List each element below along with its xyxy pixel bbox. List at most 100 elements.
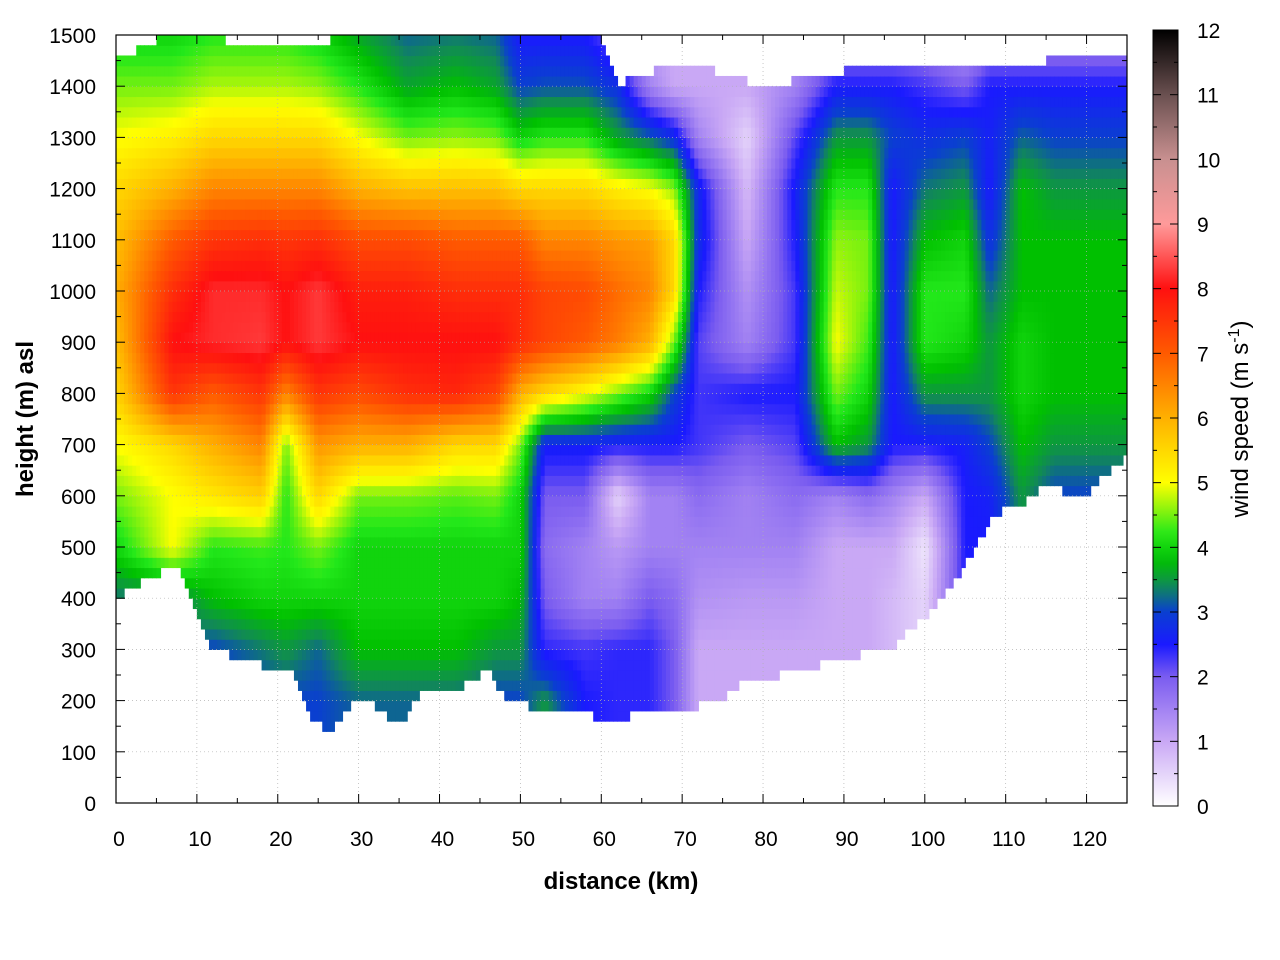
- heatmap-cell: [342, 250, 348, 261]
- heatmap-cell: [293, 516, 299, 528]
- heatmap-cell: [229, 301, 234, 313]
- heatmap-cell: [176, 219, 182, 231]
- heatmap-cell: [302, 536, 307, 548]
- heatmap-cell: [407, 352, 412, 364]
- heatmap-cell: [124, 280, 129, 292]
- heatmap-cell: [431, 383, 437, 394]
- heatmap-cell: [213, 55, 218, 67]
- heatmap-cell: [116, 526, 121, 538]
- heatmap-cell: [273, 178, 279, 190]
- heatmap-cell: [200, 65, 206, 77]
- heatmap-cell: [395, 372, 400, 384]
- heatmap-cell: [285, 557, 291, 569]
- heatmap-cell: [192, 55, 198, 67]
- heatmap-cell: [330, 342, 335, 354]
- heatmap-cell: [277, 321, 283, 333]
- heatmap-cell: [245, 547, 251, 558]
- heatmap-cell: [124, 311, 129, 323]
- heatmap-cell: [285, 506, 291, 517]
- heatmap-cell: [152, 116, 158, 128]
- heatmap-cell: [306, 506, 311, 517]
- heatmap-cell: [411, 35, 416, 46]
- heatmap-cell: [382, 75, 388, 87]
- heatmap-cell: [366, 106, 372, 118]
- heatmap-cell: [168, 362, 174, 374]
- heatmap-cell: [297, 229, 303, 241]
- heatmap-cell: [326, 649, 331, 661]
- heatmap-cell: [160, 372, 166, 384]
- heatmap-cell: [439, 526, 445, 538]
- heatmap-cell: [261, 352, 267, 364]
- heatmap-cell: [423, 618, 428, 630]
- heatmap-cell: [338, 127, 344, 138]
- heatmap-cell: [277, 598, 283, 610]
- heatmap-cell: [403, 567, 408, 579]
- heatmap-cell: [419, 137, 424, 149]
- heatmap-cell: [435, 393, 441, 405]
- heatmap-cell: [168, 157, 174, 169]
- heatmap-cell: [273, 106, 279, 118]
- heatmap-cell: [241, 506, 246, 517]
- heatmap-cell: [233, 628, 238, 640]
- heatmap-cell: [390, 506, 396, 517]
- heatmap-cell: [253, 311, 259, 323]
- heatmap-cell: [188, 65, 194, 77]
- heatmap-cell: [386, 454, 392, 466]
- heatmap-cell: [382, 700, 388, 712]
- heatmap-cell: [136, 168, 141, 179]
- heatmap-cell: [269, 547, 275, 558]
- heatmap-cell: [415, 209, 420, 220]
- heatmap-cell: [192, 454, 198, 466]
- heatmap-cell: [120, 516, 125, 528]
- heatmap-cell: [322, 434, 327, 446]
- heatmap-cell: [358, 55, 364, 67]
- heatmap-cell: [399, 157, 404, 169]
- heatmap-cell: [128, 96, 133, 108]
- heatmap-cell: [310, 526, 315, 538]
- heatmap-cell: [184, 434, 190, 446]
- heatmap-cell: [245, 301, 251, 313]
- heatmap-cell: [148, 301, 153, 313]
- heatmap-cell: [180, 383, 186, 394]
- heatmap-cell: [217, 403, 222, 415]
- heatmap-cell: [156, 137, 162, 149]
- heatmap-cell: [407, 475, 412, 487]
- heatmap-cell: [124, 137, 129, 149]
- heatmap-cell: [403, 506, 408, 517]
- heatmap-cell: [265, 659, 271, 671]
- heatmap-cell: [338, 86, 344, 98]
- heatmap-cell: [128, 342, 133, 354]
- heatmap-cell: [407, 639, 412, 650]
- heatmap-cell: [253, 239, 259, 251]
- heatmap-cell: [144, 239, 149, 251]
- heatmap-cell: [350, 96, 356, 108]
- heatmap-cell: [382, 229, 388, 241]
- heatmap-cell: [407, 260, 412, 272]
- heatmap-cell: [358, 506, 364, 517]
- heatmap-cell: [318, 403, 323, 415]
- heatmap-cell: [322, 454, 327, 466]
- heatmap-cell: [411, 75, 416, 87]
- heatmap-cell: [136, 250, 141, 261]
- heatmap-cell: [326, 198, 331, 210]
- heatmap-cell: [156, 413, 162, 425]
- heatmap-cell: [132, 547, 137, 558]
- heatmap-cell: [229, 229, 234, 241]
- heatmap-cell: [281, 393, 287, 405]
- heatmap-cell: [326, 577, 331, 589]
- heatmap-cell: [120, 383, 125, 394]
- heatmap-cell: [293, 403, 299, 415]
- heatmap-cell: [358, 75, 364, 87]
- heatmap-cell: [322, 331, 327, 343]
- heatmap-cell: [132, 250, 137, 261]
- heatmap-cell: [221, 45, 226, 57]
- heatmap-cell: [124, 526, 129, 538]
- heatmap-cell: [148, 106, 153, 118]
- heatmap-cell: [221, 413, 226, 425]
- heatmap-cell: [374, 280, 380, 292]
- heatmap-cell: [144, 485, 149, 497]
- heatmap-cell: [350, 362, 356, 374]
- heatmap-cell: [132, 270, 137, 282]
- heatmap-cell: [306, 198, 311, 210]
- heatmap-cell: [184, 465, 190, 476]
